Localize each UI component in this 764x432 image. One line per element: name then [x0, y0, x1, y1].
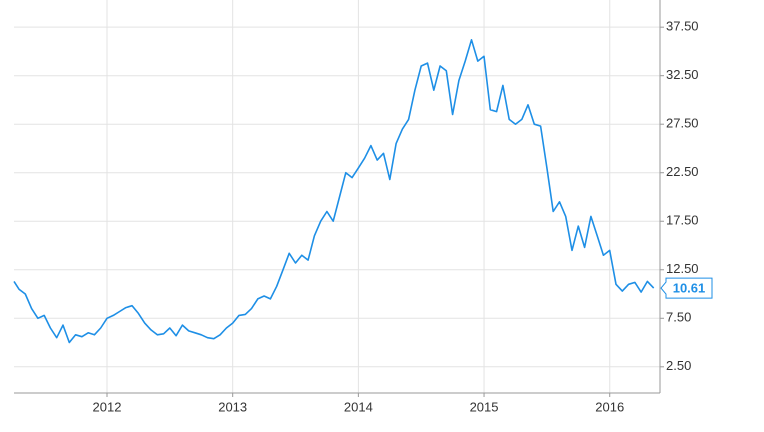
x-tick-label: 2016: [595, 399, 624, 414]
y-tick-label: 27.50: [666, 116, 699, 131]
value-label: 10.61: [673, 281, 706, 296]
price-line: [13, 39, 655, 344]
x-tick-label: 2015: [470, 399, 499, 414]
y-tick-label: 17.50: [666, 213, 699, 228]
x-tick-label: 2014: [344, 399, 373, 414]
y-tick-label: 12.50: [666, 261, 699, 276]
x-tick-label: 2012: [93, 399, 122, 414]
value-label-box: [660, 277, 713, 299]
y-tick-label: 2.50: [666, 358, 691, 373]
y-tick-label: 32.50: [666, 67, 699, 82]
x-tick-label: 2013: [218, 399, 247, 414]
y-tick-label: 22.50: [666, 164, 699, 179]
y-tick-label: 7.50: [666, 310, 691, 325]
y-tick-label: 37.50: [666, 19, 699, 34]
